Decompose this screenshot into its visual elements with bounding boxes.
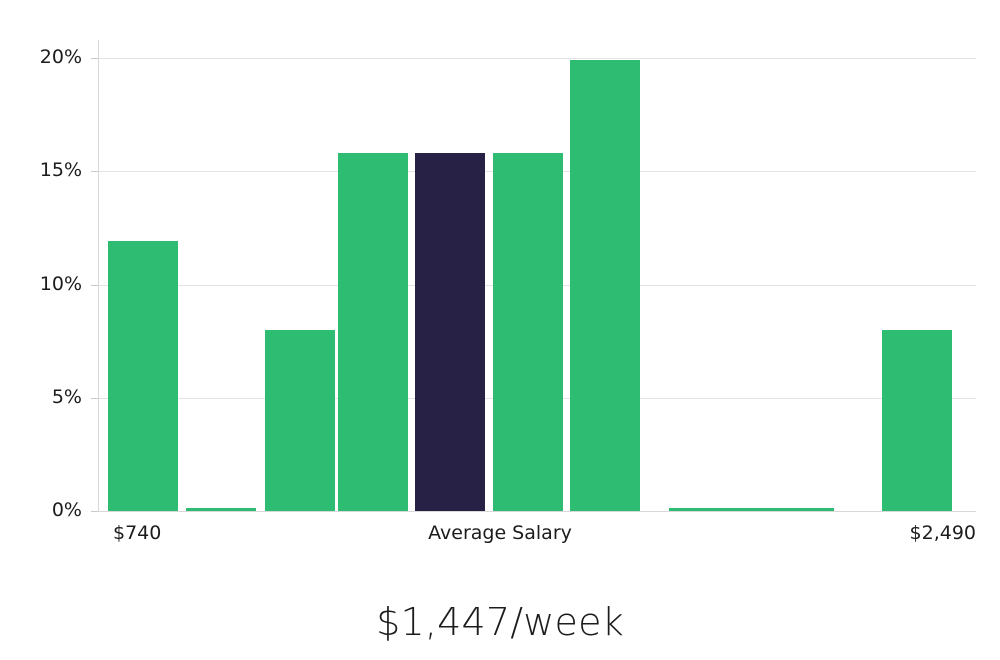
y-axis-tick-mark [91, 171, 98, 173]
bar[interactable] [570, 60, 640, 511]
y-axis-tick-label: 5% [51, 385, 82, 408]
x-axis-label-min: $740 [113, 522, 162, 544]
bar[interactable] [882, 329, 952, 511]
x-axis-line [98, 511, 976, 512]
bar[interactable] [338, 153, 408, 511]
bars-series [98, 40, 976, 512]
y-axis-tick-label: 10% [39, 272, 82, 295]
y-axis-tick-mark [91, 397, 98, 399]
y-axis-tick-label: 20% [39, 46, 82, 68]
y-axis-tick-mark [91, 284, 98, 286]
x-axis-title: Average Salary [428, 522, 572, 544]
bar[interactable] [493, 153, 563, 511]
gridline [98, 58, 976, 59]
bar[interactable] [108, 241, 178, 511]
y-axis-line [98, 40, 99, 512]
bar[interactable] [764, 508, 834, 511]
axis-lines [98, 40, 976, 512]
y-axis-tick-mark [91, 511, 98, 512]
bar[interactable] [265, 329, 335, 511]
y-axis-tick-label: 15% [39, 159, 82, 182]
y-axis-tick-mark [91, 58, 98, 59]
x-axis-label-max: $2,490 [909, 522, 976, 544]
average-salary-caption: $1,447/week [376, 600, 624, 644]
bar[interactable] [186, 508, 256, 511]
plot-area [91, 40, 976, 512]
y-axis-tick-label: 0% [51, 499, 82, 521]
bar-highlighted[interactable] [415, 153, 485, 511]
